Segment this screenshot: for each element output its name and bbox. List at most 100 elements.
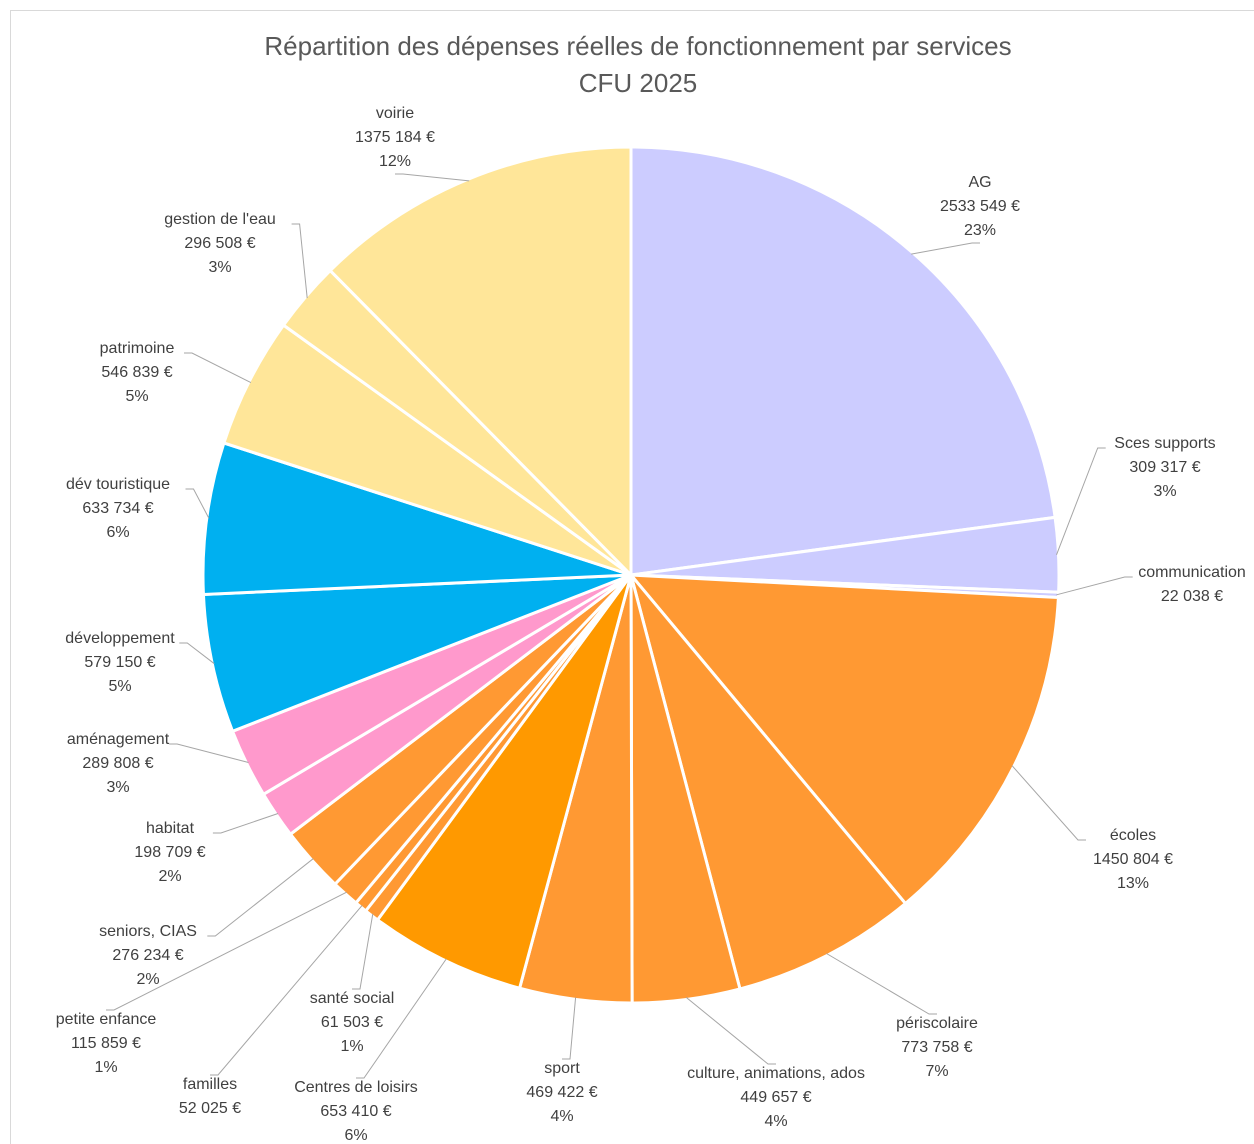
data-labels: AG 2533 549 € 23% Sces supports 309 317 € 3% c… (56, 105, 1246, 1144)
chart-subtitle: CFU 2025 (579, 68, 698, 98)
slice-percent: 4% (550, 1108, 573, 1125)
slice-value: 309 317 € (1129, 459, 1200, 476)
slice-value: 276 234 € (112, 947, 183, 964)
leader-line (106, 891, 347, 1011)
chart-frame (10, 10, 1254, 1144)
leader-line (395, 173, 470, 182)
data-label: petite enfance 115 859 € 1% (56, 1011, 157, 1076)
slice-value: 22 038 € (1161, 588, 1223, 605)
data-label: Centres de loisirs 653 410 € 6% (294, 1079, 418, 1144)
leader-line (169, 743, 249, 763)
leader-line (1056, 576, 1133, 596)
slice-value: 52 025 € (179, 1100, 241, 1117)
slice-label: périscolaire (896, 1015, 978, 1032)
slice-percent: 3% (106, 779, 129, 796)
data-label: sport 469 422 € 4% (526, 1060, 597, 1125)
slice-percent: 2% (136, 971, 159, 988)
data-label: gestion de l'eau 296 508 € 3% (164, 211, 276, 276)
slice-percent: 5% (108, 678, 131, 695)
pie-slice (328, 145, 633, 579)
slice-label: petite enfance (56, 1011, 157, 1028)
pie-slice (629, 145, 1057, 577)
slice-percent: 4% (764, 1113, 787, 1130)
leader-line (291, 223, 308, 299)
slice-value: 198 709 € (134, 844, 205, 861)
slice-value: 579 150 € (84, 654, 155, 671)
leader-line (562, 997, 577, 1060)
slice-value: 296 508 € (184, 235, 255, 252)
slice-value: 2533 549 € (940, 198, 1020, 215)
slice-value: 115 859 € (71, 1035, 141, 1052)
slice-label: Centres de loisirs (294, 1079, 418, 1096)
slice-percent: 6% (106, 524, 129, 541)
slice-value: 773 758 € (901, 1039, 972, 1056)
leader-line (179, 642, 215, 665)
slice-label: AG (968, 174, 991, 191)
slice-value: 653 410 € (320, 1103, 391, 1120)
data-label: santé social 61 503 € 1% (310, 990, 395, 1055)
data-label: culture, animations, ados 449 657 € 4% (687, 1065, 865, 1130)
slice-value: 289 808 € (82, 755, 153, 772)
leader-line (826, 953, 937, 1015)
leader-line (356, 958, 447, 1079)
data-label: aménagement 289 808 € 3% (67, 731, 170, 796)
slice-percent: 5% (125, 388, 148, 405)
pie-slices (201, 145, 1061, 1005)
slice-label: familles (183, 1076, 237, 1093)
data-label: communication 22 038 € (1138, 564, 1246, 605)
slice-label: patrimoine (100, 340, 175, 357)
slice-value: 546 839 € (101, 364, 172, 381)
slice-label: culture, animations, ados (687, 1065, 865, 1082)
slice-label: santé social (310, 990, 395, 1007)
pie-slice (629, 574, 908, 991)
slice-label: voirie (376, 105, 414, 122)
slice-label: habitat (146, 820, 195, 837)
slice-value: 1375 184 € (355, 129, 435, 146)
data-label: développement 579 150 € 5% (65, 630, 175, 695)
data-label: dév touristique 633 734 € 6% (66, 476, 170, 541)
slice-value: 469 422 € (526, 1084, 597, 1101)
leader-line (210, 905, 363, 1076)
leader-line (352, 913, 374, 990)
slice-label: écoles (1110, 827, 1156, 844)
slice-percent: 7% (925, 1063, 948, 1080)
slice-label: gestion de l'eau (164, 211, 276, 228)
leader-line (1011, 765, 1086, 841)
slice-label: sport (544, 1060, 580, 1077)
data-label: périscolaire 773 758 € 7% (896, 1015, 978, 1080)
slice-percent: 23% (964, 222, 996, 239)
leader-line (685, 997, 776, 1065)
pie-slice (201, 573, 632, 734)
data-label: seniors, CIAS 276 234 € 2% (99, 923, 197, 988)
data-label: patrimoine 546 839 € 5% (100, 340, 175, 405)
chart-title: Répartition des dépenses réelles de fonc… (264, 31, 1011, 61)
leader-line (911, 242, 980, 255)
slice-value: 633 734 € (82, 500, 153, 517)
slice-value: 61 503 € (321, 1014, 383, 1031)
slice-percent: 1% (340, 1038, 363, 1055)
slice-percent: 6% (344, 1127, 367, 1144)
data-label: Sces supports 309 317 € 3% (1114, 435, 1215, 500)
slice-percent: 2% (158, 868, 181, 885)
slice-label: seniors, CIAS (99, 923, 197, 940)
pie-slice (627, 573, 1060, 906)
data-label: familles 52 025 € (179, 1076, 241, 1117)
slice-label: Sces supports (1114, 435, 1215, 452)
slice-label: développement (65, 630, 175, 647)
slice-value: 1450 804 € (1093, 851, 1173, 868)
leader-line (185, 488, 210, 519)
slice-percent: 3% (1153, 483, 1176, 500)
leader-lines (106, 173, 1133, 1079)
slice-value: 449 657 € (740, 1089, 811, 1106)
slice-percent: 3% (208, 259, 231, 276)
data-label: écoles 1450 804 € 13% (1093, 827, 1173, 892)
leader-line (212, 813, 279, 834)
pie-slice (201, 441, 632, 597)
slice-label: aménagement (67, 731, 170, 748)
slice-percent: 13% (1117, 875, 1149, 892)
slice-percent: 12% (379, 153, 411, 170)
leader-line (207, 858, 314, 937)
data-label: voirie 1375 184 € 12% (355, 105, 435, 170)
slice-label: dév touristique (66, 476, 170, 493)
